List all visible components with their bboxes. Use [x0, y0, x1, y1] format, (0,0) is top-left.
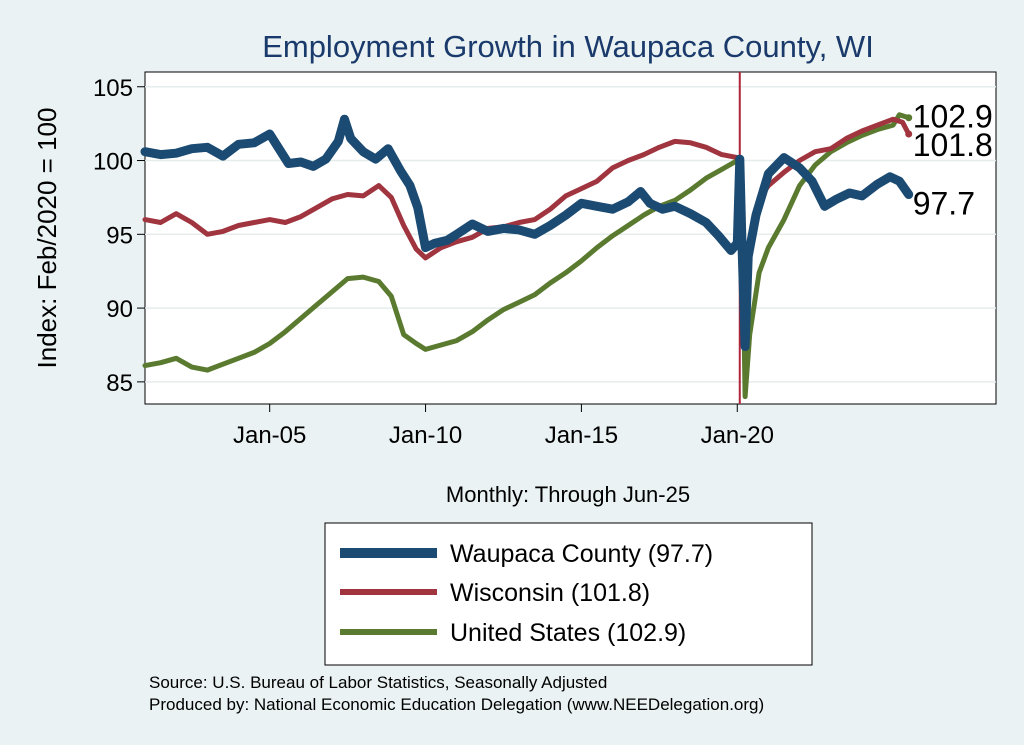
legend-label-waupaca: Waupaca County (97.7) [450, 540, 713, 568]
y-axis-label: Index: Feb/2020 = 100 [32, 108, 62, 369]
series-line-united-states [142, 112, 912, 400]
end-label-wisconsin: 101.8 [913, 127, 993, 163]
x-tick-label: Jan-05 [233, 422, 306, 449]
source-line-1: Source: U.S. Bureau of Labor Statistics,… [149, 673, 607, 692]
y-tick-label: 90 [106, 296, 133, 323]
end-marker-wisconsin [905, 130, 913, 138]
axis-ticks: 85 90 95 100 105 Jan-05 Jan-10 Jan-15 Jan-20 [93, 75, 774, 449]
end-marker-united-states [905, 114, 913, 122]
y-tick-label: 85 [106, 370, 133, 397]
legend-label-wisconsin: Wisconsin (101.8) [450, 579, 650, 607]
legend-label-united-states: United States (102.9) [450, 619, 686, 647]
y-tick-label: 100 [93, 149, 133, 176]
series-line-waupaca [140, 114, 914, 351]
x-tick-label: Jan-15 [545, 422, 618, 449]
source-line-2: Produced by: National Economic Education… [149, 695, 764, 714]
legend: Waupaca County (97.7) Wisconsin (101.8) … [324, 522, 813, 666]
end-label-waupaca: 97.7 [913, 185, 975, 221]
series-line-wisconsin [142, 116, 912, 314]
y-tick-label: 95 [106, 222, 133, 249]
x-axis-note: Monthly: Through Jun-25 [446, 482, 690, 507]
x-tick-label: Jan-10 [389, 422, 462, 449]
x-tick-label: Jan-20 [701, 422, 774, 449]
y-tick-label: 105 [93, 75, 133, 102]
end-label-united-states: 102.9 [913, 99, 993, 135]
plot-area [144, 71, 997, 405]
end-marker-waupaca [905, 190, 913, 198]
chart-title: Employment Growth in Waupaca County, WI [262, 29, 874, 64]
